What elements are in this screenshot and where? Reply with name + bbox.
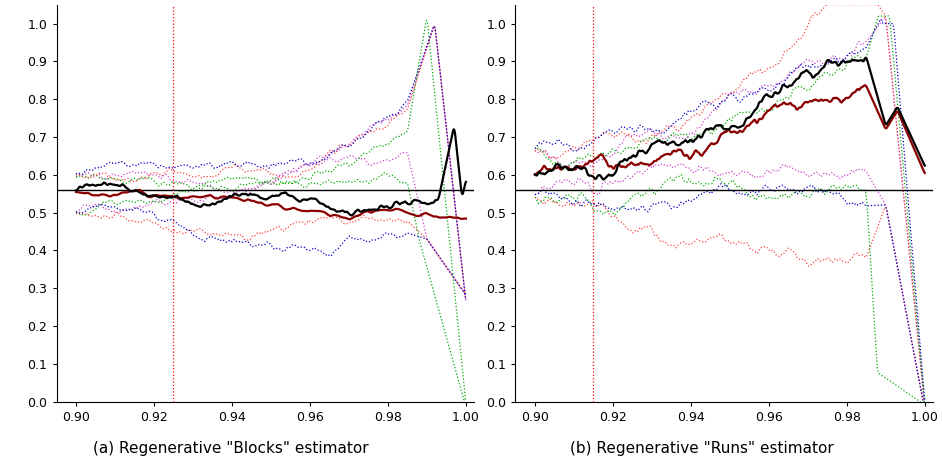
Text: (a) Regenerative "Blocks" estimator: (a) Regenerative "Blocks" estimator (93, 441, 368, 456)
Text: (b) Regenerative "Runs" estimator: (b) Regenerative "Runs" estimator (570, 441, 834, 456)
